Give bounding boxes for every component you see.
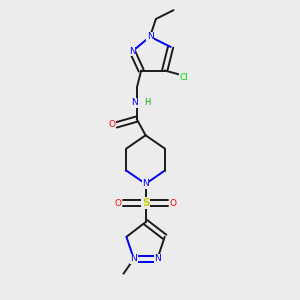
- Text: S: S: [142, 198, 149, 208]
- Text: N: N: [142, 179, 149, 188]
- Text: O: O: [115, 199, 122, 208]
- Text: H: H: [144, 98, 150, 107]
- Text: N: N: [147, 32, 153, 41]
- Text: Cl: Cl: [179, 74, 188, 82]
- Text: N: N: [154, 254, 161, 263]
- Text: N: N: [131, 98, 138, 107]
- Text: O: O: [169, 199, 176, 208]
- Text: O: O: [108, 121, 115, 130]
- Text: N: N: [130, 254, 137, 263]
- Text: N: N: [129, 47, 136, 56]
